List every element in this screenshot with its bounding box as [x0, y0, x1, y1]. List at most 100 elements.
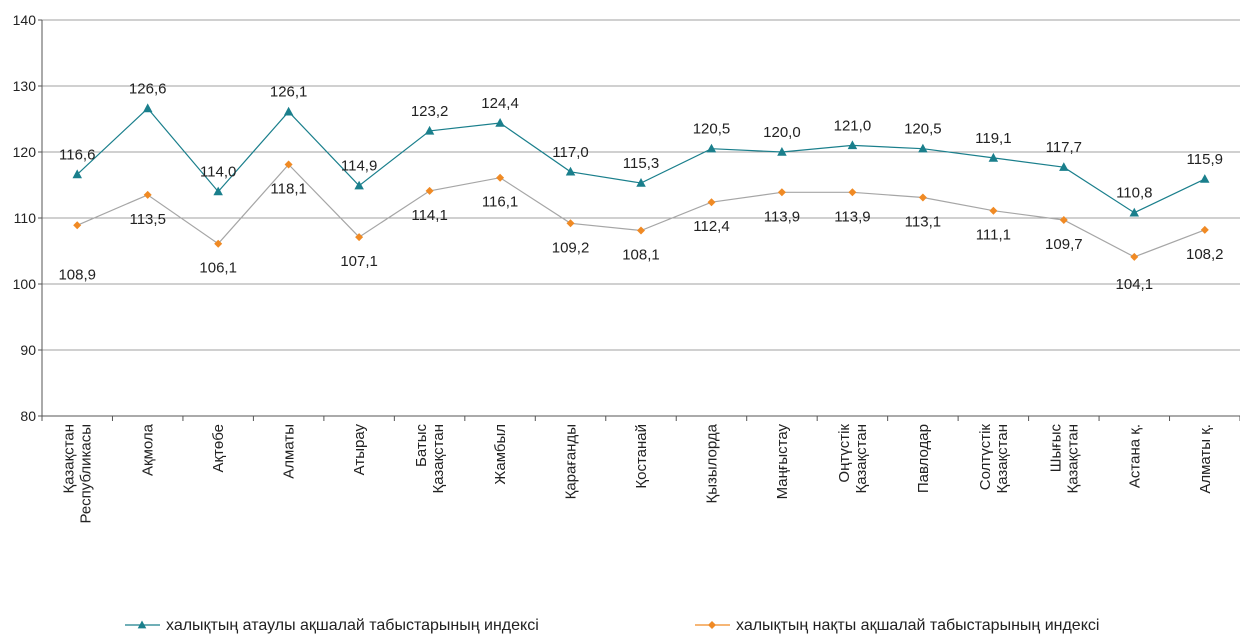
x-tick-label: Қазақстан — [994, 424, 1011, 494]
data-point-real — [73, 221, 82, 230]
x-tick-label: Қазақстан — [61, 424, 78, 494]
legend-label-real: халықтың нақты ақшалай табыстарының инде… — [736, 617, 1099, 634]
data-label-nominal: 124,4 — [481, 95, 519, 112]
x-tick-label: Қазақстан — [430, 424, 447, 494]
data-label-nominal: 116,6 — [59, 146, 95, 163]
data-point-real — [918, 193, 927, 202]
data-label-real: 106,1 — [199, 260, 237, 277]
x-tick-label: Маңғыстау — [774, 424, 791, 500]
data-point-nominal — [706, 143, 717, 153]
data-label-nominal: 120,5 — [693, 121, 731, 138]
x-tick-label: Қостанай — [633, 424, 650, 489]
data-label-real: 112,4 — [693, 218, 729, 235]
y-tick-label: 100 — [13, 276, 37, 292]
data-point-nominal — [1200, 174, 1210, 183]
data-point-real — [496, 173, 505, 182]
x-tick-label: Алматы қ. — [1197, 424, 1214, 494]
data-label-real: 108,9 — [58, 266, 96, 283]
data-label-real: 113,1 — [905, 214, 941, 231]
legend-marker-nominal — [137, 620, 147, 629]
data-point-real — [707, 198, 716, 207]
x-tick-label: Павлодар — [915, 424, 932, 493]
data-label-real: 113,9 — [834, 208, 870, 225]
data-point-nominal — [565, 166, 576, 176]
data-point-nominal — [354, 180, 364, 190]
data-label-nominal: 114,9 — [341, 158, 377, 175]
data-label-nominal: 117,7 — [1046, 139, 1082, 156]
data-label-nominal: 126,1 — [270, 84, 308, 101]
x-tick-label: Жамбыл — [492, 424, 509, 485]
data-point-nominal — [213, 186, 223, 196]
x-tick-label: Ақтөбе — [210, 424, 227, 473]
y-tick-label: 130 — [13, 78, 37, 94]
data-label-nominal: 126,6 — [129, 80, 167, 97]
data-point-nominal — [777, 147, 787, 156]
y-tick-label: 140 — [13, 12, 37, 28]
y-tick-label: 80 — [20, 408, 36, 424]
legend-label-nominal: халықтың атаулы ақшалай табыстарының инд… — [166, 617, 539, 634]
data-point-real — [566, 219, 575, 228]
data-point-nominal — [636, 178, 646, 187]
data-point-nominal — [495, 118, 505, 127]
data-label-real: 107,1 — [340, 253, 378, 270]
x-tick-label: Қазақстан — [1064, 424, 1081, 494]
data-label-nominal: 120,0 — [763, 124, 801, 141]
data-label-real: 108,2 — [1186, 246, 1224, 263]
data-point-nominal — [424, 125, 435, 135]
data-label-nominal: 121,0 — [834, 117, 872, 134]
data-point-real — [989, 206, 998, 215]
x-tick-label: Алматы — [281, 424, 298, 479]
data-point-real — [355, 233, 364, 242]
data-point-real — [637, 226, 645, 235]
legend-marker-real — [708, 621, 716, 629]
data-label-real: 104,1 — [1116, 276, 1154, 293]
data-label-nominal: 123,2 — [411, 103, 449, 120]
data-point-real — [425, 186, 434, 195]
x-tick-label: Ақмола — [140, 423, 157, 476]
x-tick-label: Солтүстік — [977, 424, 994, 491]
data-label-real: 113,9 — [764, 208, 800, 225]
data-point-nominal — [283, 106, 294, 116]
data-point-real — [143, 190, 152, 199]
data-point-nominal — [72, 169, 82, 179]
data-point-nominal — [143, 103, 153, 113]
y-tick-label: 110 — [14, 210, 37, 226]
data-point-real — [1200, 225, 1209, 234]
data-label-nominal: 114,0 — [200, 164, 236, 181]
data-point-real — [777, 188, 786, 197]
data-label-real: 118,1 — [270, 181, 306, 198]
y-tick-label: 120 — [13, 144, 37, 160]
data-label-nominal: 117,0 — [552, 144, 588, 161]
data-label-nominal: 115,9 — [1187, 151, 1223, 168]
x-tick-label: Қызылорда — [703, 423, 720, 503]
data-point-nominal — [988, 152, 999, 162]
x-tick-label: Қазақстан — [853, 424, 870, 494]
data-label-real: 109,2 — [552, 239, 590, 256]
data-label-real: 114,1 — [411, 207, 447, 224]
x-tick-label: Астана қ. — [1126, 424, 1143, 488]
data-point-real — [214, 239, 223, 248]
data-point-nominal — [1059, 162, 1069, 171]
data-label-nominal: 115,3 — [623, 155, 659, 172]
data-point-real — [1059, 216, 1068, 224]
x-tick-label: Республикасы — [78, 424, 95, 524]
data-label-nominal: 119,1 — [975, 130, 1011, 147]
data-label-real: 111,1 — [976, 227, 1011, 244]
x-tick-label: Қарағанды — [563, 424, 580, 499]
x-tick-label: Атырау — [351, 424, 368, 476]
x-tick-label: Оңтүстік — [836, 424, 853, 483]
y-tick-label: 90 — [20, 342, 36, 358]
data-label-nominal: 120,5 — [904, 121, 942, 138]
data-point-nominal — [847, 140, 858, 150]
data-point-real — [848, 188, 857, 197]
data-point-nominal — [918, 143, 928, 153]
data-label-real: 109,7 — [1045, 236, 1083, 253]
data-label-real: 116,1 — [482, 194, 518, 211]
x-tick-label: Шығыс — [1047, 424, 1064, 473]
data-point-nominal — [1129, 207, 1139, 217]
data-label-real: 113,5 — [129, 211, 165, 228]
x-tick-label: Батыс — [413, 424, 430, 468]
data-label-real: 108,1 — [622, 247, 660, 264]
